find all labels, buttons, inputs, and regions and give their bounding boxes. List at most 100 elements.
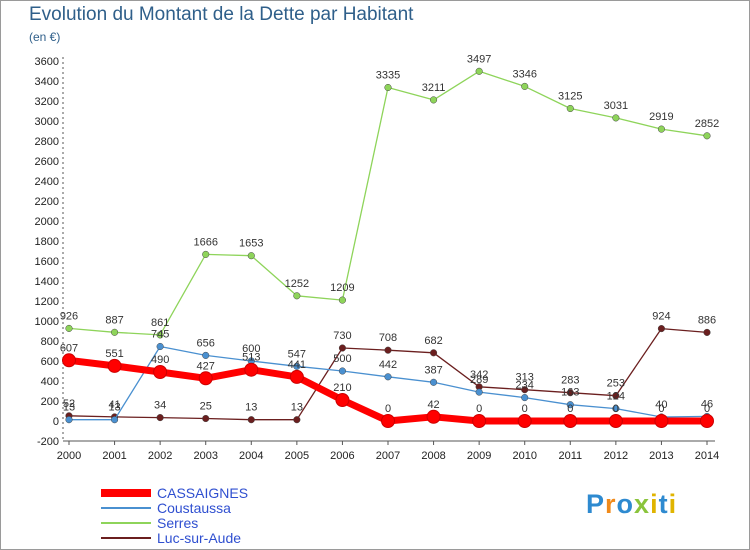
data-point bbox=[247, 252, 255, 260]
data-label: 2852 bbox=[695, 118, 719, 130]
x-tick-label: 2002 bbox=[148, 450, 172, 462]
data-label: 427 bbox=[197, 360, 215, 372]
data-label: 551 bbox=[105, 348, 123, 360]
data-label: 3125 bbox=[558, 91, 582, 103]
data-point bbox=[202, 250, 210, 258]
x-tick-label: 2011 bbox=[558, 450, 582, 462]
chart-title: Evolution du Montant de la Dette par Hab… bbox=[29, 4, 414, 25]
y-tick-label: 200 bbox=[41, 396, 59, 408]
data-point bbox=[289, 369, 304, 384]
data-point bbox=[657, 125, 665, 133]
data-point bbox=[338, 367, 346, 375]
data-label: 708 bbox=[379, 332, 397, 344]
data-label: 3211 bbox=[422, 82, 446, 94]
legend-label: Serres bbox=[157, 515, 198, 531]
data-point bbox=[426, 409, 441, 424]
y-tick-label: 1400 bbox=[35, 276, 59, 288]
y-tick-label: 1200 bbox=[35, 296, 59, 308]
x-tick-label: 2004 bbox=[239, 450, 263, 462]
x-tick-label: 2010 bbox=[512, 450, 536, 462]
data-label: 0 bbox=[658, 403, 664, 415]
data-point bbox=[198, 371, 213, 386]
x-tick-label: 2000 bbox=[57, 450, 81, 462]
data-point bbox=[111, 328, 119, 336]
data-label: 3335 bbox=[376, 70, 400, 82]
data-label: 0 bbox=[385, 403, 391, 415]
data-label: 42 bbox=[427, 399, 439, 411]
data-label: 0 bbox=[613, 403, 619, 415]
data-label: 441 bbox=[288, 359, 306, 371]
data-label: 3346 bbox=[512, 68, 536, 80]
data-label: 342 bbox=[470, 369, 488, 381]
y-tick-label: 2200 bbox=[35, 196, 59, 208]
x-tick-label: 2014 bbox=[695, 450, 719, 462]
chart-subtitle: (en €) bbox=[29, 30, 61, 44]
data-label: 283 bbox=[561, 375, 579, 387]
data-point bbox=[153, 365, 168, 379]
data-label: 887 bbox=[105, 314, 123, 326]
data-point bbox=[384, 83, 392, 92]
data-label: 513 bbox=[242, 352, 260, 364]
x-tick-label: 2008 bbox=[421, 450, 445, 462]
y-tick-label: -200 bbox=[37, 436, 59, 448]
data-point bbox=[612, 405, 620, 413]
data-label: 600 bbox=[242, 343, 260, 355]
data-point bbox=[156, 331, 164, 339]
data-label: 0 bbox=[704, 403, 710, 415]
data-point bbox=[566, 104, 574, 113]
data-point bbox=[563, 414, 578, 428]
y-tick-label: 2000 bbox=[35, 216, 59, 228]
data-point bbox=[475, 388, 483, 396]
legend-label: Coustaussa bbox=[157, 500, 231, 516]
data-point bbox=[384, 346, 392, 354]
data-point bbox=[293, 362, 301, 370]
data-label: 3031 bbox=[604, 100, 628, 112]
data-label: 682 bbox=[424, 335, 442, 347]
x-tick-label: 2006 bbox=[330, 450, 354, 462]
x-tick-label: 2012 bbox=[604, 450, 628, 462]
y-tick-label: 2800 bbox=[35, 136, 59, 148]
data-point bbox=[62, 353, 76, 368]
data-label: 1209 bbox=[330, 282, 354, 294]
data-label: 547 bbox=[288, 348, 306, 360]
data-label: 13 bbox=[291, 402, 303, 414]
data-label: 442 bbox=[379, 359, 397, 371]
data-point bbox=[156, 414, 164, 422]
x-tick-label: 2007 bbox=[376, 450, 400, 462]
data-point bbox=[430, 378, 438, 386]
data-point bbox=[521, 386, 529, 394]
x-tick-label: 2009 bbox=[467, 450, 491, 462]
data-label: 745 bbox=[151, 329, 169, 341]
data-point bbox=[475, 67, 483, 75]
data-label: 886 bbox=[698, 314, 716, 326]
data-label: 34 bbox=[154, 400, 166, 412]
data-label: 313 bbox=[516, 372, 534, 384]
data-label: 500 bbox=[333, 353, 351, 365]
x-tick-label: 2005 bbox=[285, 450, 309, 462]
data-label: 0 bbox=[522, 403, 528, 415]
y-tick-label: 3200 bbox=[35, 96, 59, 108]
y-tick-label: 3400 bbox=[35, 76, 59, 88]
data-label: 656 bbox=[197, 337, 215, 349]
data-label: 163 bbox=[561, 387, 579, 399]
y-tick-label: 1800 bbox=[35, 236, 59, 248]
y-tick-label: 2400 bbox=[35, 176, 59, 188]
data-label: 41 bbox=[108, 399, 120, 411]
data-point bbox=[521, 82, 529, 90]
data-point bbox=[293, 292, 301, 300]
data-label: 1252 bbox=[285, 278, 309, 290]
data-point bbox=[566, 389, 574, 397]
data-point bbox=[338, 344, 346, 352]
data-point bbox=[517, 414, 532, 428]
data-label: 1653 bbox=[239, 238, 263, 250]
data-point bbox=[293, 416, 301, 424]
data-point bbox=[430, 96, 438, 104]
data-point bbox=[521, 394, 529, 402]
x-tick-label: 2001 bbox=[102, 450, 126, 462]
data-point bbox=[566, 401, 574, 409]
data-label: 0 bbox=[476, 403, 482, 415]
x-tick-label: 2013 bbox=[649, 450, 673, 462]
data-point bbox=[703, 132, 711, 140]
data-label: 926 bbox=[60, 310, 78, 322]
